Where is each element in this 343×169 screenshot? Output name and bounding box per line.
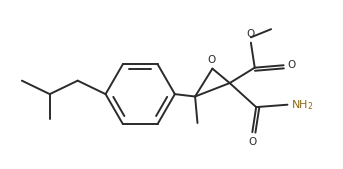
Text: O: O xyxy=(207,55,215,65)
Text: NH$_2$: NH$_2$ xyxy=(291,98,314,112)
Text: O: O xyxy=(248,137,257,147)
Text: O: O xyxy=(247,29,255,39)
Text: O: O xyxy=(287,60,295,70)
